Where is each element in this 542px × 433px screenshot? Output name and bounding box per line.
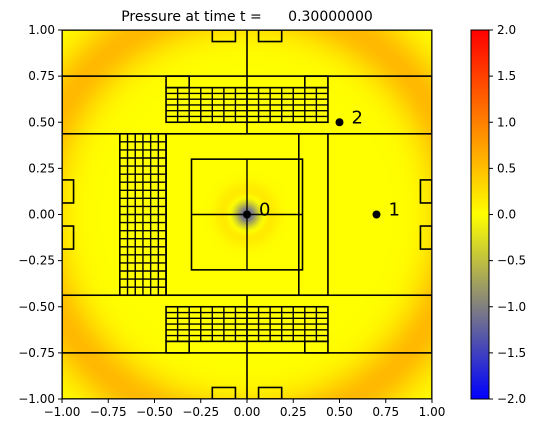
grid-patch <box>419 225 432 250</box>
grid-patch <box>165 75 190 89</box>
gauge-label-1: 1 <box>389 200 400 221</box>
gauge-label-2: 2 <box>352 107 363 128</box>
grid-patch <box>257 386 283 399</box>
grid-patch <box>62 179 75 204</box>
colorbar-tick-label: 1.0 <box>497 115 516 129</box>
colorbar-tick-label: −2.0 <box>497 392 526 406</box>
amr-grid-lines <box>62 30 432 399</box>
y-tick-label: 1.00 <box>28 23 55 37</box>
grid-patch <box>304 340 329 354</box>
plot-area: 0 1 2 <box>62 30 432 399</box>
x-tick-label: 1.00 <box>419 405 446 419</box>
x-tick-label: −1.00 <box>44 405 81 419</box>
chart-title-value: 0.30000000 <box>288 9 373 25</box>
x-tick-label: −0.75 <box>90 405 127 419</box>
y-tick-label: −1.00 <box>18 392 55 406</box>
gauge-marker-0 <box>243 210 251 219</box>
x-axis: −1.00 −0.75 −0.50 −0.25 0.00 0.25 0.50 0.75 1.00 <box>44 399 446 419</box>
y-tick-label: −0.25 <box>18 254 55 268</box>
grid-patch <box>165 340 190 354</box>
grid-patch <box>304 75 329 89</box>
gauge-marker-2 <box>335 118 344 127</box>
colorbar-tick-label: 0.0 <box>497 208 516 222</box>
grid-patch <box>62 225 75 250</box>
colorbar-tick-label: 1.5 <box>497 69 516 83</box>
x-tick-label: −0.50 <box>136 405 173 419</box>
colorbar-tick-label: −1.5 <box>497 346 526 360</box>
x-tick-label: −0.25 <box>182 405 219 419</box>
y-tick-label: −0.75 <box>18 346 55 360</box>
x-tick-label: 0.75 <box>372 405 399 419</box>
colorbar <box>470 29 490 400</box>
y-tick-label: 0.00 <box>28 208 55 222</box>
y-tick-label: −0.50 <box>18 300 55 314</box>
y-tick-label: 0.50 <box>28 115 55 129</box>
grid-patch <box>257 30 283 43</box>
colorbar-tick-label: −0.5 <box>497 254 526 268</box>
gauge-label-0: 0 <box>259 200 270 221</box>
y-axis: −1.00 −0.75 −0.50 −0.25 0.00 0.25 0.50 0.75 1.00 <box>18 23 62 406</box>
x-tick-label: 0.00 <box>234 405 261 419</box>
y-tick-label: 0.75 <box>28 69 55 83</box>
chart-title: Pressure at time t = 0.30000000 <box>121 9 373 25</box>
colorbar-tick-label: 2.0 <box>497 23 516 37</box>
y-tick-label: 0.25 <box>28 161 55 175</box>
colorbar-tick-label: −1.0 <box>497 300 526 314</box>
colorbar-axis: −2.0 −1.5 −1.0 −0.5 0.0 0.5 1.0 1.5 2.0 <box>489 23 526 406</box>
colorbar-tick-label: 0.5 <box>497 161 516 175</box>
grid-patch <box>419 179 432 204</box>
x-tick-label: 0.50 <box>326 405 353 419</box>
gauge-markers: 0 1 2 <box>243 107 400 221</box>
gauge-marker-1 <box>372 210 381 219</box>
grid-patch <box>211 30 237 43</box>
chart-title-text: Pressure at time t = <box>121 9 262 25</box>
grid-patch <box>211 386 237 399</box>
x-tick-label: 0.25 <box>280 405 307 419</box>
